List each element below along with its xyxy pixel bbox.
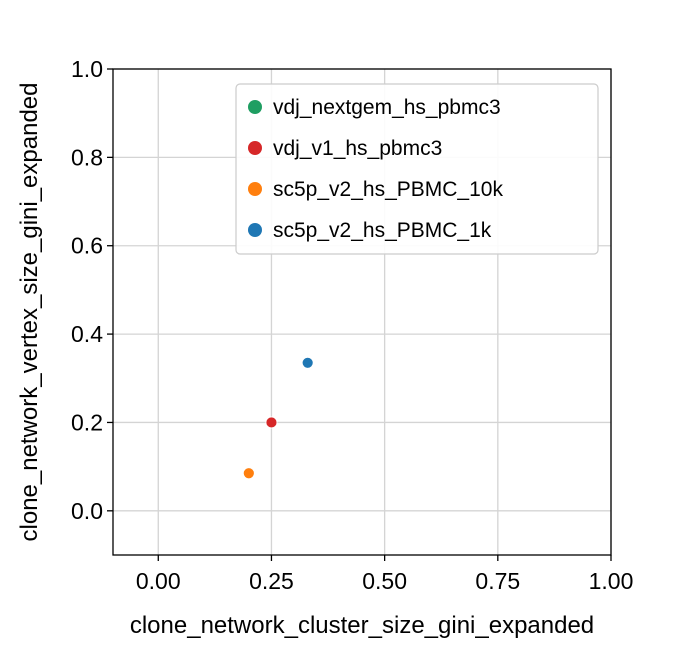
plot-frame xyxy=(112,68,612,556)
x-tick-label: 1.00 xyxy=(589,568,634,594)
x-tick-label: 0.25 xyxy=(249,568,294,594)
data-points xyxy=(242,356,314,480)
x-tick-label: 0.00 xyxy=(136,568,181,594)
axis-ticks: 0.00 0.25 0.50 0.75 1.00 0.0 0.2 0.4 0.6 0.8 1.0 xyxy=(71,56,633,594)
y-tick-label: 0.0 xyxy=(71,498,103,524)
legend-marker xyxy=(248,223,262,237)
y-axis-title: clone_network_vertex_size_gini_expanded xyxy=(16,83,43,542)
legend-label: vdj_nextgem_hs_pbmc3 xyxy=(273,96,501,119)
legend: vdj_nextgem_hs_pbmc3 vdj_v1_hs_pbmc3 sc5p_… xyxy=(235,83,599,255)
y-tick-label: 0.8 xyxy=(71,144,103,170)
legend-label: sc5p_v2_hs_PBMC_1k xyxy=(273,219,492,242)
legend-marker xyxy=(248,182,262,196)
scatter-point xyxy=(301,356,314,369)
y-tick-label: 1.0 xyxy=(71,56,103,82)
x-axis-title: clone_network_cluster_size_gini_expanded xyxy=(130,612,594,639)
legend-label: sc5p_v2_hs_PBMC_10k xyxy=(273,178,503,201)
scatter-point xyxy=(265,416,278,429)
y-tick-label: 0.6 xyxy=(71,233,103,259)
y-tick-label: 0.4 xyxy=(71,321,103,347)
legend-marker xyxy=(248,141,262,155)
x-tick-label: 0.50 xyxy=(362,568,407,594)
y-tick-label: 0.2 xyxy=(71,409,103,435)
legend-label: vdj_v1_hs_pbmc3 xyxy=(273,137,442,160)
legend-box xyxy=(235,83,599,255)
scatter-point xyxy=(242,467,255,480)
legend-marker xyxy=(248,100,262,114)
x-tick-label: 0.75 xyxy=(475,568,520,594)
